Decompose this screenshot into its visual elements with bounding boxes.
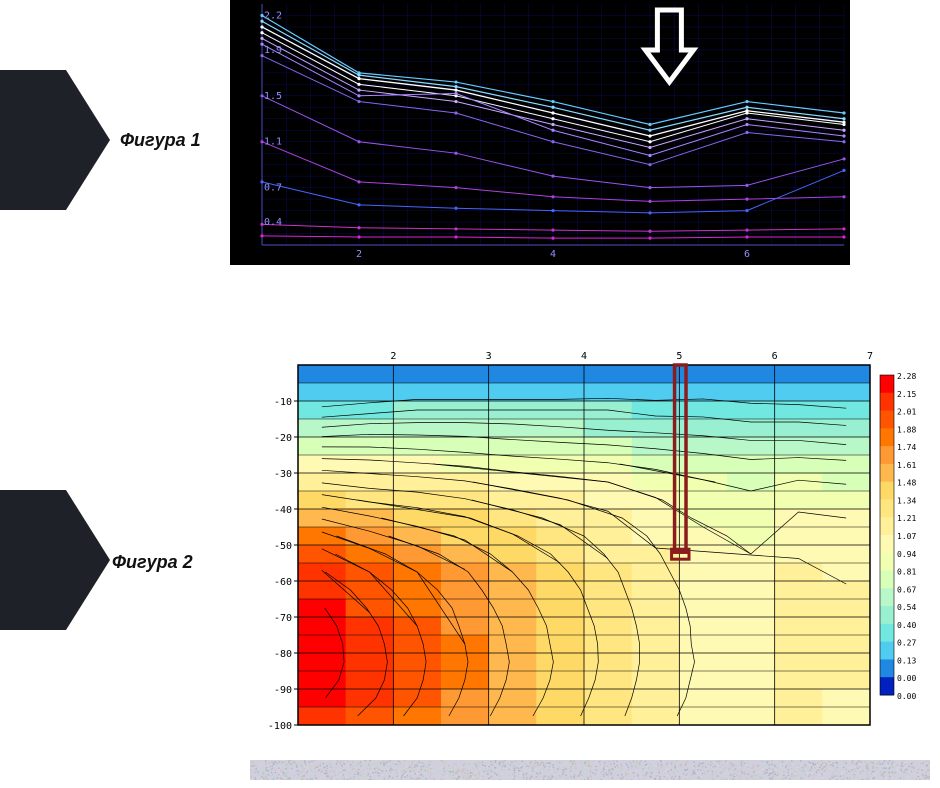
svg-text:1.07: 1.07 xyxy=(897,532,916,541)
svg-text:0.00: 0.00 xyxy=(897,674,916,683)
figure2-label: Фигура 2 xyxy=(112,552,193,573)
svg-text:1.88: 1.88 xyxy=(897,425,916,434)
svg-text:0.94: 0.94 xyxy=(897,550,916,559)
svg-text:1.61: 1.61 xyxy=(897,461,916,470)
svg-text:-10: -10 xyxy=(274,397,292,408)
svg-text:-50: -50 xyxy=(274,541,292,552)
figure1-label: Фигура 1 xyxy=(120,130,201,151)
svg-text:1.74: 1.74 xyxy=(897,443,916,452)
svg-text:0.13: 0.13 xyxy=(897,656,916,665)
svg-text:3: 3 xyxy=(486,351,492,362)
svg-text:7: 7 xyxy=(867,351,873,362)
svg-text:4: 4 xyxy=(581,351,587,362)
svg-text:2: 2 xyxy=(356,249,362,260)
svg-text:2: 2 xyxy=(390,351,396,362)
svg-text:-60: -60 xyxy=(274,577,292,588)
svg-text:5: 5 xyxy=(676,351,682,362)
line-chart: 0.4 0.7 1.1 1.5 1.9 2.2 2 4 6 xyxy=(230,0,850,265)
svg-text:0.00: 0.00 xyxy=(897,692,916,701)
svg-text:2.15: 2.15 xyxy=(897,390,916,399)
svg-text:6: 6 xyxy=(772,351,778,362)
svg-text:0.40: 0.40 xyxy=(897,621,916,630)
svg-text:-70: -70 xyxy=(274,613,292,624)
svg-text:6: 6 xyxy=(744,249,750,260)
figure2-pointer xyxy=(0,490,110,630)
svg-text:2.28: 2.28 xyxy=(897,372,916,381)
svg-text:0.81: 0.81 xyxy=(897,568,916,577)
svg-text:4: 4 xyxy=(550,249,556,260)
svg-text:1.1: 1.1 xyxy=(264,137,282,148)
svg-text:2.01: 2.01 xyxy=(897,408,916,417)
svg-text:0.54: 0.54 xyxy=(897,603,916,612)
svg-text:0.27: 0.27 xyxy=(897,639,916,648)
figure1-pointer xyxy=(0,70,110,210)
svg-text:1.34: 1.34 xyxy=(897,496,916,505)
svg-text:2.2: 2.2 xyxy=(264,10,282,21)
svg-text:1.21: 1.21 xyxy=(897,514,916,523)
svg-text:-90: -90 xyxy=(274,685,292,696)
svg-text:1.9: 1.9 xyxy=(264,45,282,56)
svg-text:-30: -30 xyxy=(274,469,292,480)
svg-text:-20: -20 xyxy=(274,433,292,444)
svg-text:0.7: 0.7 xyxy=(264,183,282,194)
svg-text:0.4: 0.4 xyxy=(264,217,282,228)
svg-text:1.48: 1.48 xyxy=(897,479,916,488)
heatmap-chart: 2 3 4 5 6 7 -10 -20 -30 -40 -50 -60 -70 -80 -90 -100 2.2… xyxy=(250,345,930,735)
svg-text:0.67: 0.67 xyxy=(897,585,916,594)
noise-strip xyxy=(250,760,930,780)
svg-text:-80: -80 xyxy=(274,649,292,660)
svg-text:-100: -100 xyxy=(268,721,292,732)
svg-text:1.5: 1.5 xyxy=(264,91,282,102)
svg-text:-40: -40 xyxy=(274,505,292,516)
